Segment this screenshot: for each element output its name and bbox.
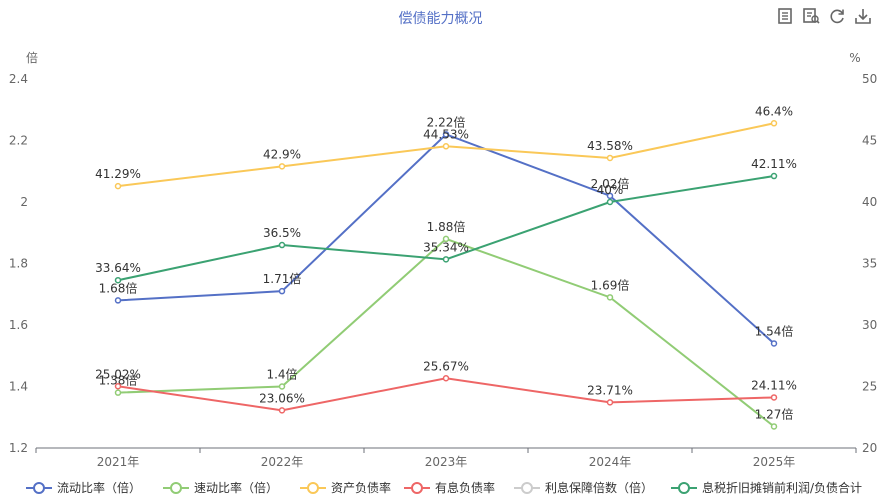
legend-item-label: 有息负债率 — [435, 480, 495, 495]
data-label: 42.9% — [263, 147, 301, 161]
download-icon[interactable] — [853, 6, 873, 26]
data-point — [770, 120, 778, 127]
data-label: 41.29% — [95, 167, 141, 181]
data-label: 1.38倍 — [99, 373, 138, 388]
data-label: 35.34% — [423, 240, 469, 254]
data-label: 1.54倍 — [755, 323, 794, 338]
data-label: 23.71% — [587, 383, 633, 397]
legend-item-label: 息税折旧摊销前利润/负债合计 — [702, 480, 862, 495]
data-point — [442, 235, 450, 243]
data-point — [606, 294, 614, 301]
data-view-icon[interactable] — [775, 6, 795, 26]
legend-swatch-marker — [307, 482, 319, 494]
legend-item-label: 利息保障倍数（倍） — [545, 480, 653, 495]
data-point — [442, 131, 450, 138]
legend-swatch-marker — [678, 482, 690, 494]
left-tick-label: 2.4 — [9, 72, 28, 86]
right-tick-label: 30 — [862, 318, 877, 332]
data-label: 33.64% — [95, 261, 141, 275]
data-point — [770, 172, 778, 180]
data-point — [278, 241, 286, 249]
left-tick-label: 2 — [20, 195, 28, 209]
legend-swatch-marker — [411, 482, 423, 494]
data-label: 1.4倍 — [266, 367, 297, 382]
data-point — [770, 340, 778, 347]
data-point — [114, 297, 122, 304]
data-point — [770, 394, 778, 401]
data-label: 1.68倍 — [99, 280, 138, 295]
data-point — [442, 256, 450, 263]
right-tick-label: 35 — [862, 257, 877, 271]
data-point — [114, 389, 122, 396]
left-tick-label: 1.8 — [9, 257, 28, 271]
x-tick-label: 2024年 — [589, 455, 632, 469]
restore-icon[interactable] — [827, 6, 847, 26]
legend-swatch-marker — [33, 482, 45, 494]
data-point — [278, 163, 286, 170]
data-point — [114, 276, 122, 284]
data-point — [442, 375, 450, 382]
left-tick-label: 1.6 — [9, 318, 28, 332]
x-tick-label: 2025年 — [753, 455, 796, 469]
left-axis-unit: 倍 — [26, 50, 38, 65]
data-label: 46.4% — [755, 104, 793, 118]
data-label: 1.69倍 — [591, 277, 630, 292]
data-point — [114, 383, 122, 390]
data-label: 25.67% — [423, 359, 469, 373]
chart-title: 偿债能力概况 — [398, 11, 483, 27]
series-line-1 — [117, 237, 775, 428]
data-label: 25.02% — [95, 367, 141, 381]
data-label: 2.02倍 — [591, 176, 630, 191]
right-axis-unit: % — [849, 51, 860, 65]
left-tick-label: 1.2 — [9, 441, 28, 455]
data-point — [278, 383, 286, 390]
data-label: 1.27倍 — [755, 406, 794, 421]
data-label: 44.53% — [423, 127, 469, 141]
data-label: 2.22倍 — [427, 114, 466, 129]
legend-swatch-marker — [521, 482, 533, 494]
series-line-3 — [117, 377, 775, 412]
legend-swatch-marker — [170, 482, 182, 494]
data-point — [606, 192, 614, 200]
data-point — [606, 198, 614, 206]
legend-item-label: 流动比率（倍） — [57, 480, 141, 495]
left-tick-label: 2.2 — [9, 134, 28, 148]
right-tick-label: 50 — [862, 72, 877, 86]
data-label: 1.71倍 — [263, 271, 302, 286]
data-label: 42.11% — [751, 157, 797, 171]
save-image-icon[interactable] — [801, 6, 821, 26]
data-point — [606, 399, 614, 406]
data-label: 24.11% — [751, 378, 797, 392]
right-tick-label: 25 — [862, 380, 877, 394]
data-label: 40% — [597, 183, 624, 197]
x-tick-label: 2023年 — [425, 455, 468, 469]
x-tick-label: 2021年 — [97, 455, 140, 469]
data-point — [114, 182, 122, 190]
data-label: 36.5% — [263, 226, 301, 240]
x-tick-label: 2022年 — [261, 455, 304, 469]
data-point — [770, 423, 778, 430]
right-tick-label: 20 — [862, 441, 877, 455]
data-point — [606, 154, 614, 162]
data-label: 43.58% — [587, 139, 633, 153]
left-tick-label: 1.4 — [9, 380, 28, 394]
data-label: 1.88倍 — [427, 219, 466, 234]
data-point — [278, 287, 286, 295]
data-label: 23.06% — [259, 391, 305, 405]
legend-item-label: 资产负债率 — [331, 480, 391, 495]
right-tick-label: 45 — [862, 134, 877, 148]
right-tick-label: 40 — [862, 195, 877, 209]
legend-item-label: 速动比率（倍） — [194, 480, 278, 495]
chart-toolbar — [775, 6, 873, 26]
data-point — [442, 143, 450, 150]
data-point — [278, 407, 286, 414]
